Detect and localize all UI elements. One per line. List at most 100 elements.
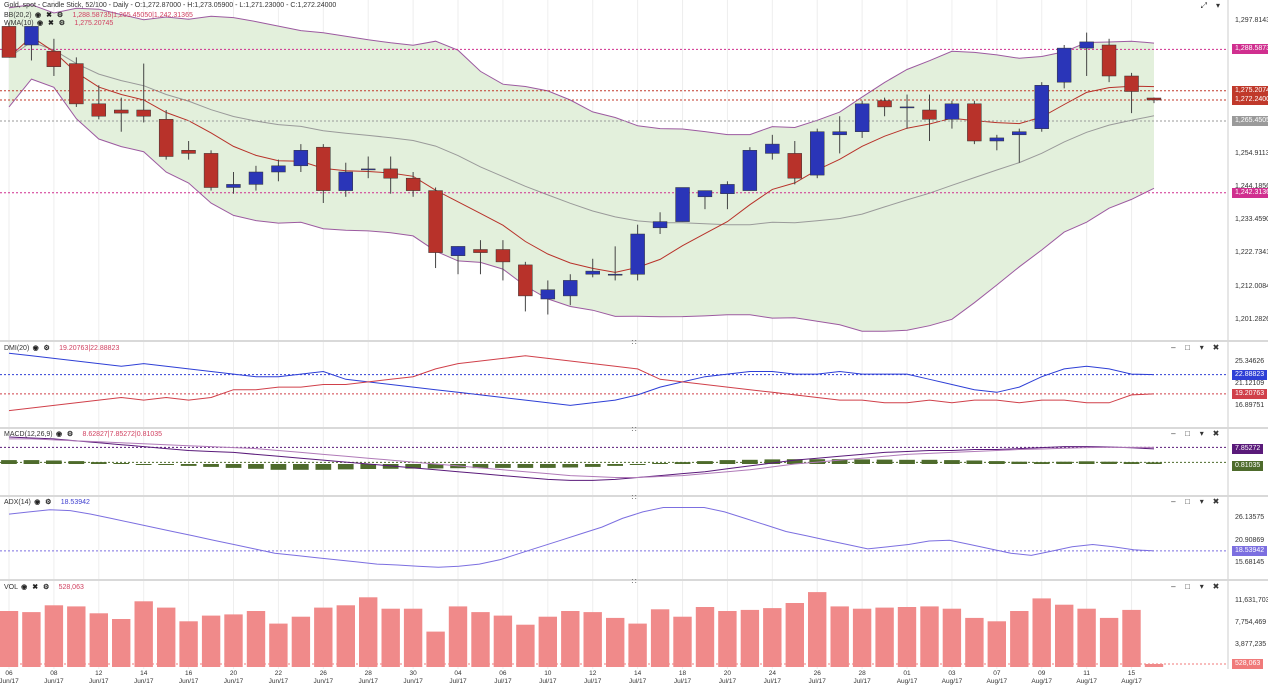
bear-candle	[181, 150, 196, 154]
close-icon[interactable]: ✖	[32, 584, 39, 591]
close-icon[interactable]: ✖	[1212, 429, 1220, 438]
bb-label: BB(20,2)	[4, 12, 32, 19]
bear-candle	[91, 103, 106, 117]
resize-handle-icon[interactable]: ∷	[631, 577, 637, 586]
volume-bar	[426, 631, 445, 667]
close-icon[interactable]: ✖	[46, 12, 52, 19]
bull-candle	[765, 143, 780, 154]
adx-chart[interactable]	[0, 497, 1268, 579]
gear-icon[interactable]: ⚙	[56, 12, 64, 19]
minimize-icon[interactable]: ‒	[1171, 429, 1176, 438]
x-axis-day: 26	[813, 670, 821, 677]
x-axis-day: 04	[454, 670, 462, 677]
macd-pane[interactable]: MACD(12,26,9) ◉ ⚙ 8.62827|7.85272|0.8103…	[0, 429, 1268, 495]
close-icon[interactable]: ✖	[1212, 497, 1220, 506]
bull-candle	[675, 187, 690, 222]
x-axis-month: Jun/17	[44, 678, 64, 685]
bull-candle	[854, 103, 870, 132]
x-axis-month: Jul/17	[494, 678, 512, 685]
x-axis-label: 14 Jul/17	[623, 670, 653, 686]
resize-handle-icon[interactable]: ∷	[631, 425, 637, 434]
eye-icon[interactable]: ◉	[21, 584, 28, 591]
x-axis-label: 28 Jul/17	[847, 670, 877, 686]
x-axis-month: Jun/17	[0, 678, 19, 685]
volume-bar	[1122, 609, 1141, 667]
x-axis-month: Jul/17	[718, 678, 737, 685]
x-axis-label: 28 Jun/17	[353, 670, 383, 686]
price-pane[interactable]: Gold, spot - Candle Stick, 52/100 - Dail…	[0, 0, 1268, 340]
gear-icon[interactable]: ⚙	[45, 499, 52, 506]
pane-controls: ‒ □ ▾ ✖	[1167, 582, 1222, 591]
move-down-icon[interactable]: ▾	[1199, 343, 1204, 352]
move-down-icon[interactable]: ▾	[1199, 497, 1204, 506]
bb-legend: BB(20,2) ◉ ✖ ⚙ 1,288.58735|1,265.45050|1…	[4, 11, 193, 19]
bear-candle	[69, 63, 84, 105]
x-axis-month: Jul/17	[853, 678, 871, 685]
move-down-icon[interactable]: ▾	[1199, 429, 1204, 438]
vol-label: VOL	[4, 584, 18, 591]
gear-icon[interactable]: ⚙	[43, 345, 50, 352]
macd-histogram-bar	[1056, 461, 1072, 464]
pane-divider[interactable]	[0, 495, 1268, 497]
maximize-icon[interactable]: □	[1185, 497, 1190, 506]
close-icon[interactable]: ✖	[48, 20, 54, 27]
close-icon[interactable]: ✖	[1212, 582, 1220, 591]
volume-pane[interactable]: VOL ◉ ✖ ⚙ 528,063 ‒ □ ▾ ✖ 11,631,703 7,75…	[0, 581, 1268, 669]
gear-icon[interactable]: ⚙	[66, 431, 74, 438]
pane-divider[interactable]	[0, 427, 1268, 429]
eye-icon[interactable]: ◉	[56, 431, 63, 438]
eye-icon[interactable]: ◉	[32, 345, 39, 352]
macd-histogram-bar	[405, 464, 421, 469]
volume-bar	[808, 592, 827, 667]
macd-label: MACD(12,26,9)	[4, 431, 53, 438]
x-axis-day: 12	[589, 670, 597, 677]
dmi-minus-line	[8, 355, 1155, 412]
more-icon[interactable]: ▾	[1215, 1, 1220, 10]
bull-candle	[697, 190, 713, 198]
dmi-legend: DMI(20) ◉ ⚙ 19.20763|22.88823	[4, 344, 119, 352]
dmi-pane[interactable]: DMI(20) ◉ ⚙ 19.20763|22.88823 ‒ □ ▾ ✖ 25…	[0, 342, 1268, 427]
x-axis-label: 07 Aug/17	[982, 670, 1012, 686]
dmi-chart[interactable]	[0, 342, 1268, 427]
macd-signal-line	[9, 438, 1154, 478]
dmi-values: 19.20763|22.88823	[59, 345, 120, 352]
volume-bar	[134, 601, 153, 667]
pane-divider[interactable]	[0, 579, 1268, 581]
x-axis-day: 08	[50, 670, 58, 677]
macd-chart[interactable]	[0, 429, 1268, 495]
pane-divider[interactable]	[0, 340, 1268, 342]
resize-handle-icon[interactable]: ∷	[631, 493, 637, 502]
minimize-icon[interactable]: ‒	[1171, 343, 1176, 352]
minimize-icon[interactable]: ‒	[1171, 582, 1176, 591]
close-icon[interactable]: ✖	[1212, 343, 1220, 352]
bull-candle	[810, 131, 825, 176]
eye-icon[interactable]: ◉	[34, 499, 41, 506]
bull-candle	[585, 270, 600, 275]
macd-histogram-bar	[203, 464, 219, 467]
maximize-icon[interactable]: □	[1185, 582, 1190, 591]
macd-histogram-bar	[719, 460, 736, 464]
gear-icon[interactable]: ⚙	[58, 20, 66, 27]
macd-histogram-bar	[382, 464, 399, 469]
expand-icon[interactable]: ⤢	[1200, 1, 1207, 10]
eye-icon[interactable]: ◉	[36, 20, 44, 27]
eye-icon[interactable]: ◉	[35, 12, 42, 19]
maximize-icon[interactable]: □	[1185, 343, 1190, 352]
macd-histogram-bar	[1, 460, 17, 464]
macd-histogram-bar	[584, 464, 601, 467]
macd-histogram-bar	[495, 464, 511, 468]
volume-bar	[381, 608, 400, 667]
adx-pane[interactable]: ADX(14) ◉ ⚙ 18.53942 ‒ □ ▾ ✖ 26.13575 20.…	[0, 497, 1268, 579]
minimize-icon[interactable]: ‒	[1171, 497, 1176, 506]
maximize-icon[interactable]: □	[1185, 429, 1190, 438]
gear-icon[interactable]: ⚙	[42, 584, 50, 591]
price-chart[interactable]	[0, 0, 1268, 340]
x-axis-day: 06	[499, 670, 507, 677]
x-axis-label: 10 Jul/17	[533, 670, 563, 686]
resize-handle-icon[interactable]: ∷	[631, 338, 637, 347]
y-axis-label: 26.13575	[1235, 513, 1265, 521]
volume-chart[interactable]	[0, 581, 1268, 669]
macd-histogram-bar	[113, 463, 130, 464]
move-down-icon[interactable]: ▾	[1199, 582, 1204, 591]
macd-histogram-bar	[629, 464, 646, 465]
